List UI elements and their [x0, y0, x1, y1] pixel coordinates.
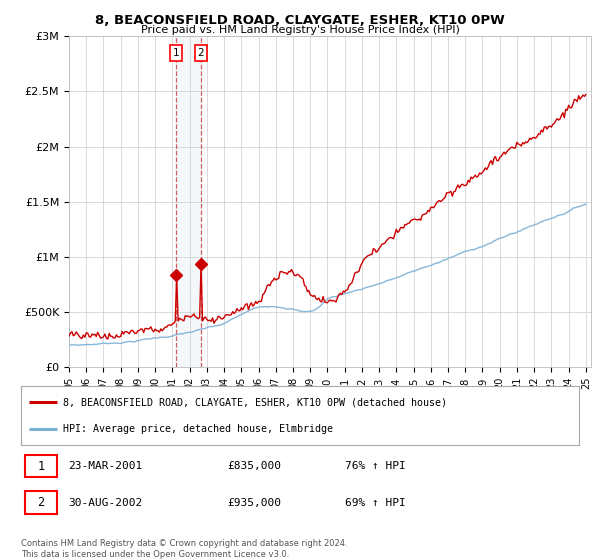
- Text: 8, BEACONSFIELD ROAD, CLAYGATE, ESHER, KT10 0PW: 8, BEACONSFIELD ROAD, CLAYGATE, ESHER, K…: [95, 14, 505, 27]
- Text: 76% ↑ HPI: 76% ↑ HPI: [344, 461, 406, 471]
- FancyBboxPatch shape: [25, 455, 57, 478]
- FancyBboxPatch shape: [25, 491, 57, 514]
- Text: 30-AUG-2002: 30-AUG-2002: [68, 498, 143, 507]
- Text: 2: 2: [38, 496, 44, 509]
- Text: HPI: Average price, detached house, Elmbridge: HPI: Average price, detached house, Elmb…: [63, 424, 333, 435]
- Text: 69% ↑ HPI: 69% ↑ HPI: [344, 498, 406, 507]
- Text: 8, BEACONSFIELD ROAD, CLAYGATE, ESHER, KT10 0PW (detached house): 8, BEACONSFIELD ROAD, CLAYGATE, ESHER, K…: [63, 397, 447, 407]
- Text: Price paid vs. HM Land Registry's House Price Index (HPI): Price paid vs. HM Land Registry's House …: [140, 25, 460, 35]
- Text: 1: 1: [173, 48, 179, 58]
- Text: Contains HM Land Registry data © Crown copyright and database right 2024.
This d: Contains HM Land Registry data © Crown c…: [21, 539, 347, 559]
- Text: 1: 1: [38, 460, 44, 473]
- Bar: [176, 36, 201, 367]
- Text: £935,000: £935,000: [227, 498, 281, 507]
- Text: 23-MAR-2001: 23-MAR-2001: [68, 461, 143, 471]
- Text: £835,000: £835,000: [227, 461, 281, 471]
- Text: 2: 2: [197, 48, 204, 58]
